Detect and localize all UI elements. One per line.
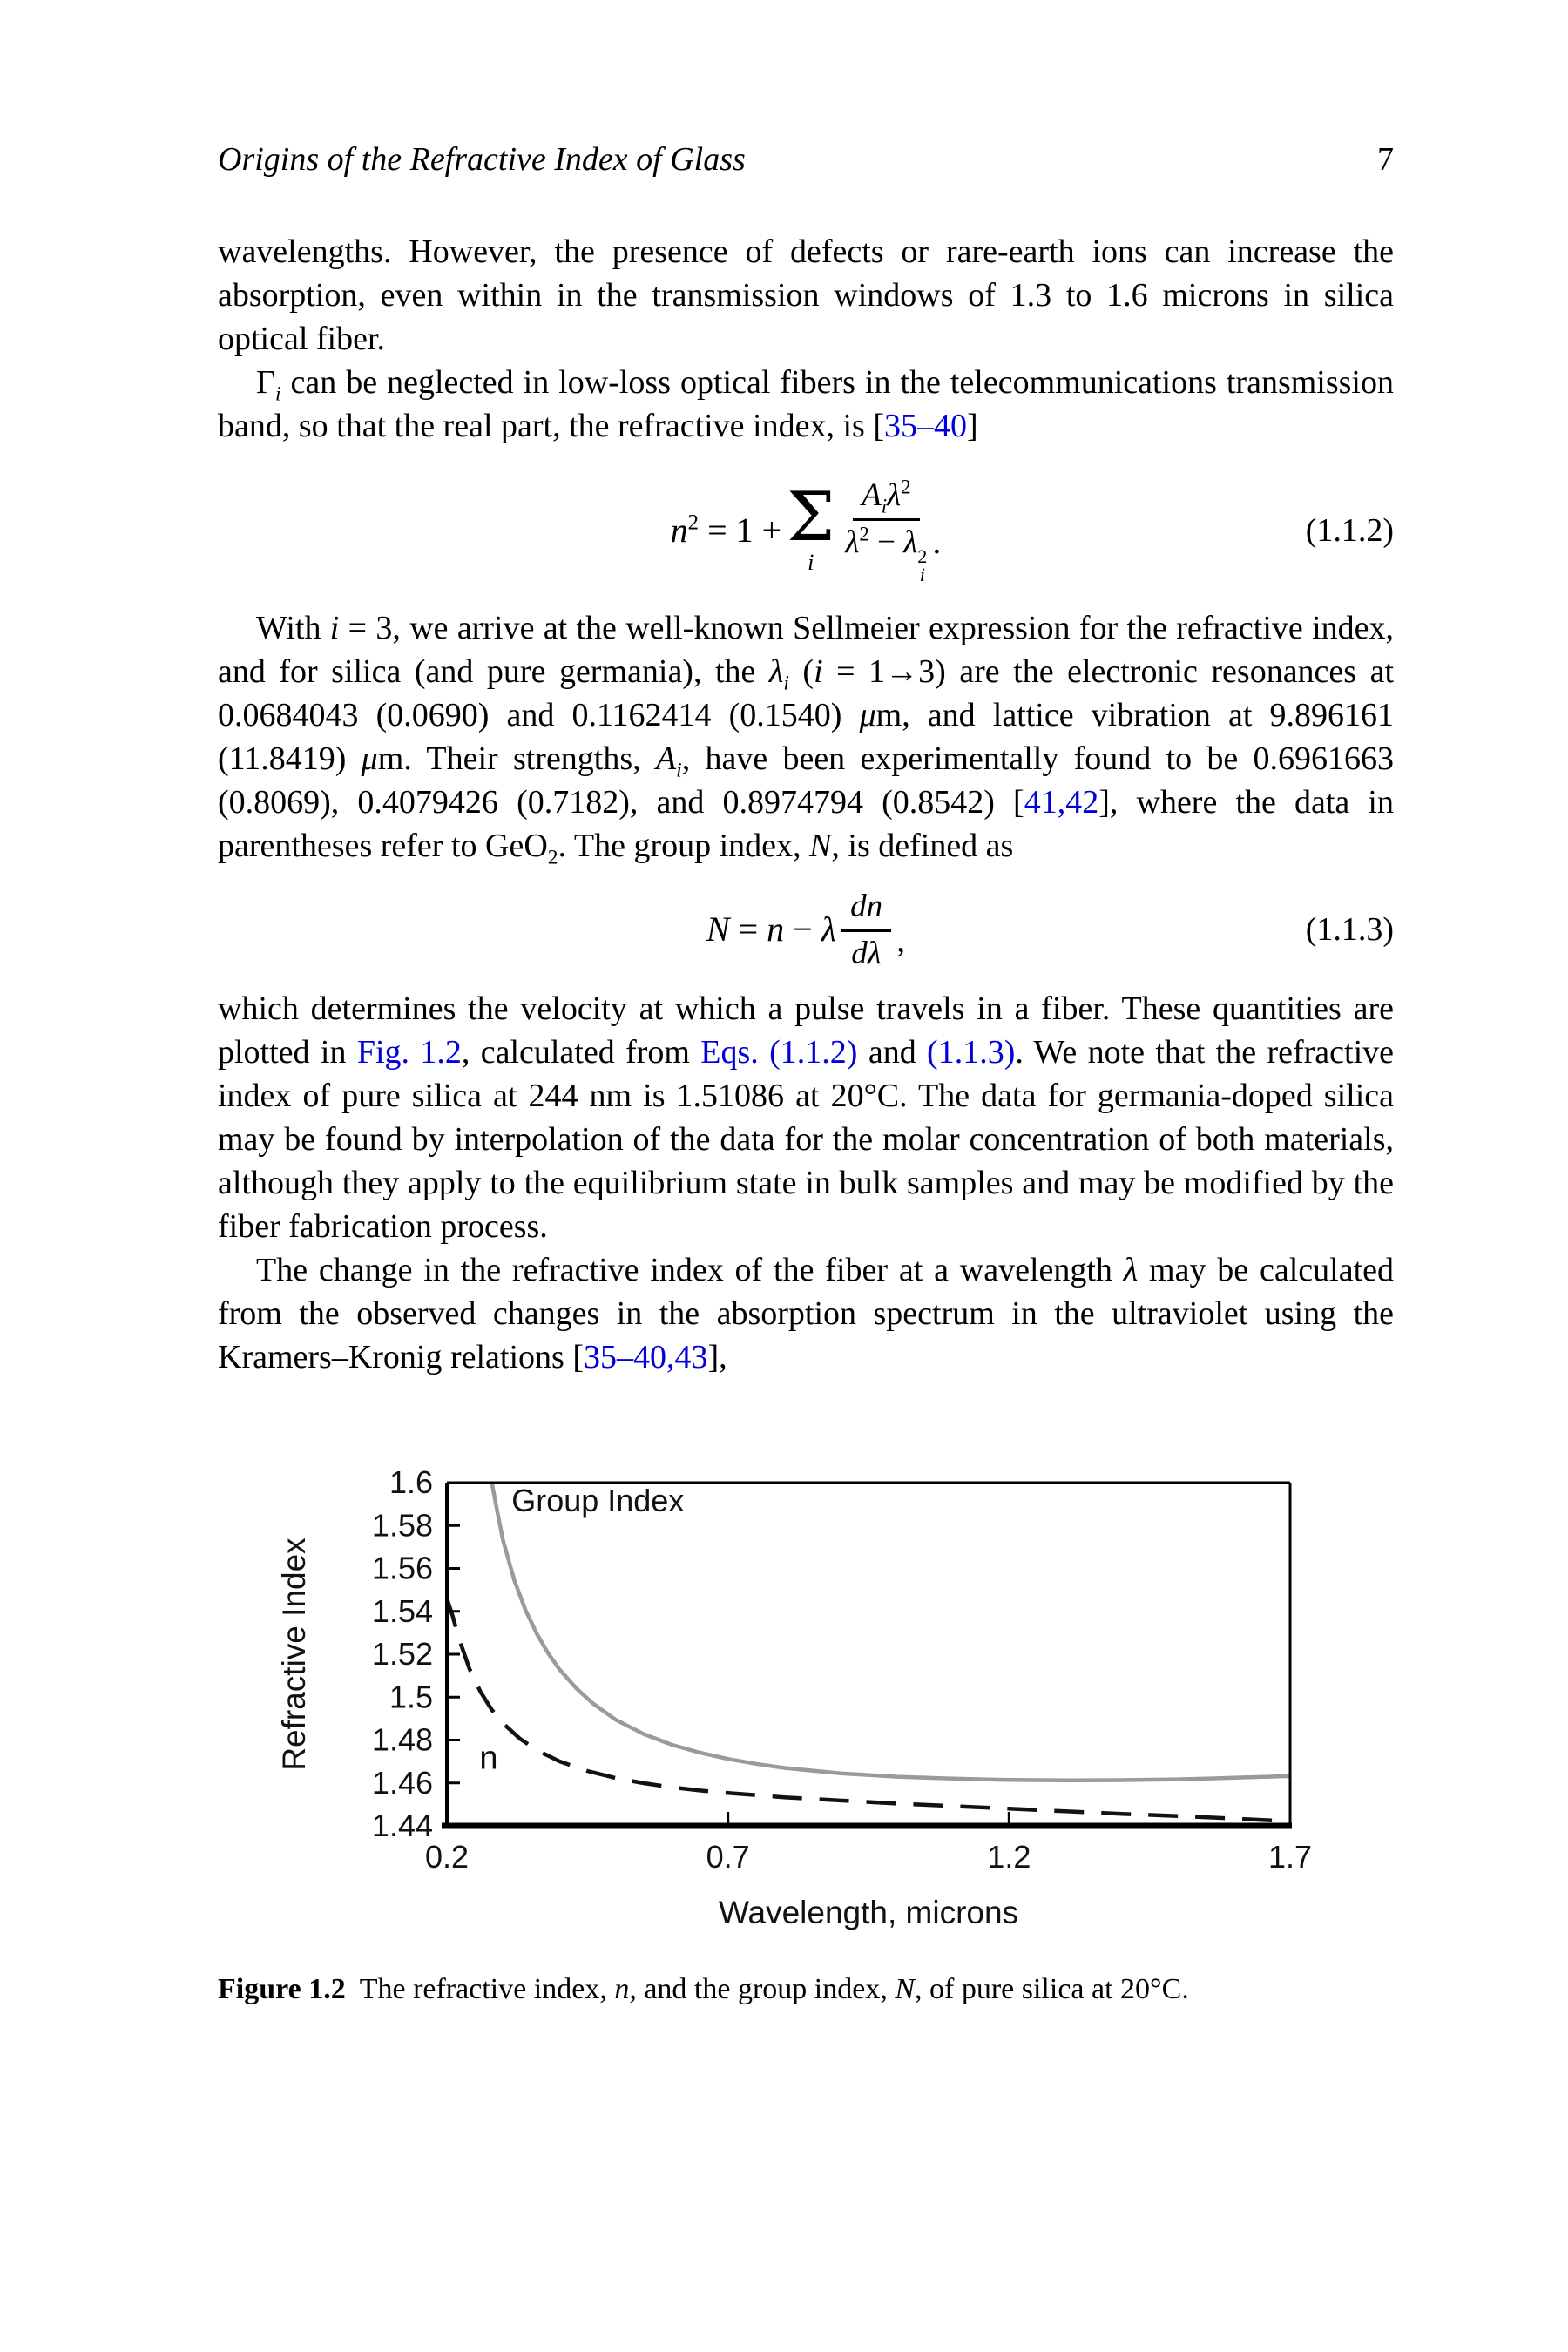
reference-link[interactable]: 41,42 xyxy=(1024,784,1099,821)
equation-number-113: (1.1.3) xyxy=(1305,910,1394,948)
series-curve-n xyxy=(447,1598,1290,1824)
y-axis-tick-label: 1.56 xyxy=(372,1551,433,1586)
figure-1-2-chart: 1.44 1.46 1.48 1.5 1.52 1.54 1.56 1.58 1.6 0.2 0.7… xyxy=(276,1464,1312,1930)
x-axis-tick-label: 1.2 xyxy=(987,1839,1031,1875)
eq113-lhs: N = n − λ xyxy=(706,909,837,949)
reference-link[interactable]: 35–40 xyxy=(883,408,967,444)
y-axis-tick-label: 1.46 xyxy=(372,1765,433,1801)
reference-link[interactable]: 35–40,43 xyxy=(584,1339,708,1376)
y-axis-tick-label: 1.52 xyxy=(372,1636,433,1672)
y-axis-tick-label: 1.48 xyxy=(372,1722,433,1758)
running-head: Origins of the Refractive Index of Glass… xyxy=(218,138,1394,181)
figure-caption: Figure 1.2 The refractive index, n, and t… xyxy=(218,1973,1189,2005)
x-axis-tick-label: 1.7 xyxy=(1268,1839,1312,1875)
paragraph-sellmeier: With i = 3, we arrive at the well-known … xyxy=(218,610,1395,869)
y-axis-tick-label: 1.44 xyxy=(372,1808,433,1843)
y-axis-tick-label: 1.5 xyxy=(389,1679,433,1714)
paragraph-kramers-kronig: The change in the refractive index of th… xyxy=(218,1252,1394,1376)
series-curve-group-index xyxy=(490,1483,1290,1783)
y-axis-tick-label: 1.54 xyxy=(372,1593,433,1629)
page-number: 7 xyxy=(1377,141,1394,178)
reference-link[interactable]: Eqs. (1.1.2) xyxy=(700,1034,858,1071)
y-axis-title: Refractive Index xyxy=(276,1538,312,1771)
reference-link[interactable]: Fig. 1.2 xyxy=(356,1034,462,1071)
x-axis-tick-label: 0.2 xyxy=(425,1839,469,1875)
series-label-n: n xyxy=(479,1740,497,1777)
x-axis-title: Wavelength, microns xyxy=(719,1895,1018,1930)
paragraph-group-velocity: which determines the velocity at which a… xyxy=(218,990,1394,1246)
equation-1-1-3-math: N = n − λ dn dλ , xyxy=(706,889,906,972)
eq113-fraction: dn dλ xyxy=(841,889,892,970)
y-axis-tick-label: 1.6 xyxy=(389,1464,433,1500)
paragraph-gamma-neglected: Γi can be neglected in low-loss optical … xyxy=(218,364,1394,444)
equation-number-112: (1.1.2) xyxy=(1305,512,1394,550)
equation-1-1-3: N = n − λ dn dλ , (1.1.3) xyxy=(218,889,1394,970)
reference-link[interactable]: (1.1.3) xyxy=(927,1034,1016,1071)
series-label-group-index: Group Index xyxy=(511,1483,684,1518)
page-body: Origins of the Refractive Index of Glass… xyxy=(218,138,1394,1379)
x-axis-tick-label: 0.7 xyxy=(706,1839,750,1875)
running-head-title: Origins of the Refractive Index of Glass xyxy=(218,141,746,178)
eq112-lhs: n2 = 1 + xyxy=(670,510,782,551)
summation-symbol: Σ i xyxy=(787,478,835,576)
y-axis-tick-label: 1.58 xyxy=(372,1507,433,1543)
paragraph-wavelengths: wavelengths. However, the presence of de… xyxy=(218,233,1394,357)
